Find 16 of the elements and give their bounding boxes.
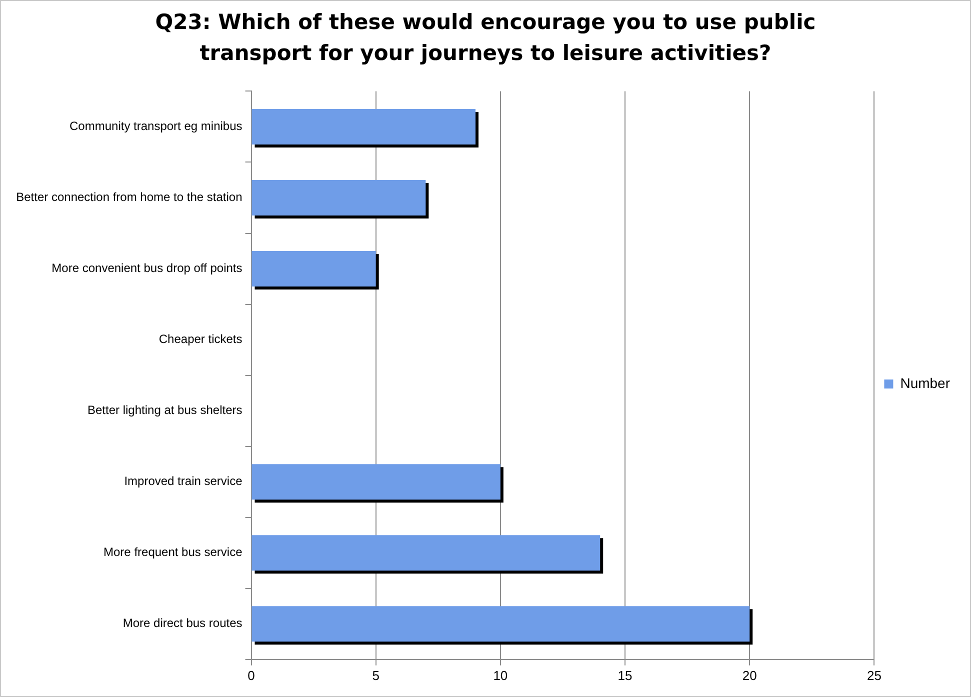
y-tick-label: More frequent bus service (104, 545, 243, 560)
legend-label: Number (900, 374, 950, 391)
x-tick-label: 10 (493, 668, 508, 683)
x-tick-label: 15 (618, 668, 632, 683)
y-tick-label: Better lighting at bus shelters (87, 403, 242, 418)
x-tick-label: 0 (248, 668, 255, 683)
y-tick-label: Improved train service (124, 474, 243, 488)
y-tick-label: More convenient bus drop off points (52, 261, 242, 276)
y-tick-label: More direct bus routes (122, 616, 242, 630)
y-tick-label: Better connection from home to the station (16, 190, 242, 204)
y-tick-label: Community transport eg minibus (70, 119, 242, 134)
x-tick-label: 5 (372, 668, 380, 683)
y-tick-label: Cheaper tickets (158, 332, 242, 346)
chart-title: Q23: Which of these would encourage you to use public transport for your journeys to leisure activities? (154, 9, 817, 67)
x-tick-label: 20 (742, 668, 757, 683)
x-tick-label: 25 (866, 668, 882, 683)
